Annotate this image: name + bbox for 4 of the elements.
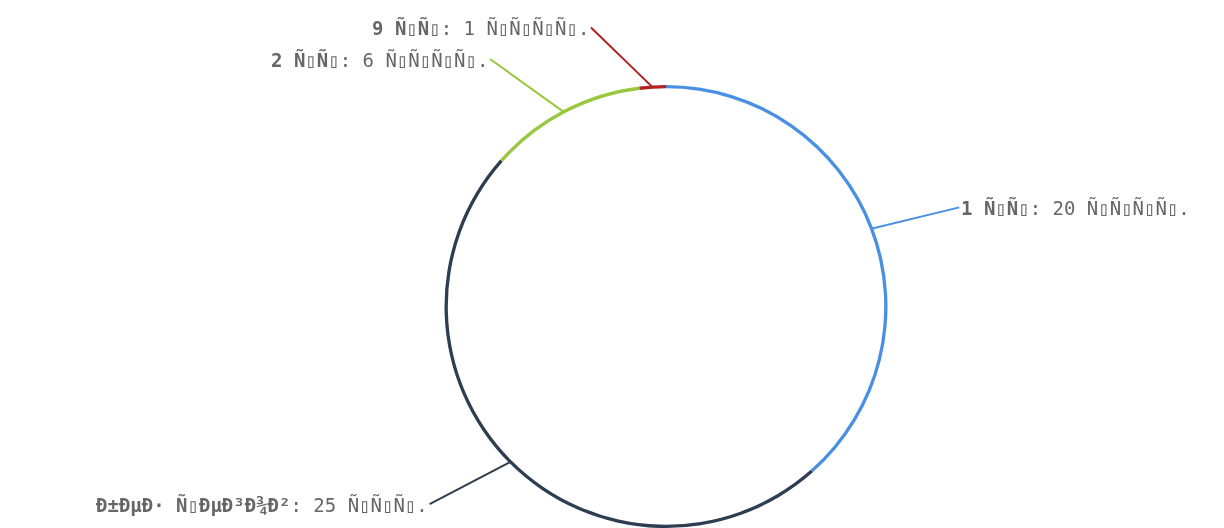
- slice-label: 1 Ñ▯Ñ▯: [961, 196, 1030, 219]
- slice-label: 9 Ñ▯Ñ▯: [372, 16, 441, 39]
- slice-label: 2 Ñ▯Ñ▯: [271, 48, 340, 71]
- slice-label: Ð±ÐµÐ· Ñ▯ÐµÐ³Ð¾Ð²: [96, 493, 291, 516]
